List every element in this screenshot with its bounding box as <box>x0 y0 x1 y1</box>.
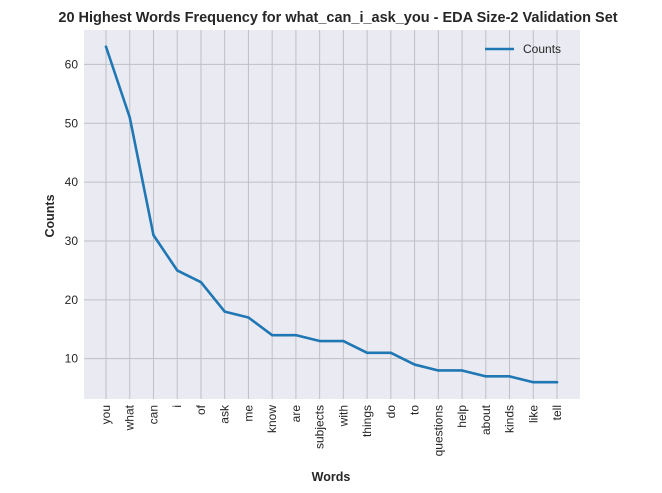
data-point <box>365 351 369 355</box>
x-axis-ticks: you what can i of ask me know are subjects with thi… <box>99 404 564 456</box>
x-tick-label: ask <box>218 404 232 424</box>
legend-label: Counts <box>523 42 561 56</box>
x-axis-label: Words <box>312 470 351 484</box>
data-point <box>342 339 345 343</box>
data-point <box>413 363 416 366</box>
data-point <box>223 310 226 313</box>
y-tick-label: 10 <box>65 352 79 366</box>
data-point <box>318 339 321 343</box>
y-axis-ticks: 10 20 30 40 50 60 <box>65 57 79 365</box>
data-point <box>484 375 487 378</box>
data-point <box>389 351 393 355</box>
data-point <box>128 116 131 119</box>
x-tick-label: kinds <box>503 405 517 433</box>
y-tick-label: 20 <box>65 293 79 307</box>
y-tick-label: 40 <box>65 175 79 189</box>
y-tick-label: 30 <box>65 234 79 248</box>
data-point <box>270 333 274 337</box>
x-tick-label: you <box>99 405 113 424</box>
x-tick-label: i <box>170 405 184 408</box>
x-tick-label: me <box>241 405 255 422</box>
data-point <box>460 369 464 372</box>
y-tick-label: 50 <box>65 116 79 130</box>
x-tick-label: know <box>265 405 279 433</box>
x-tick-label: like <box>526 405 540 423</box>
data-point <box>152 233 155 237</box>
data-point <box>532 381 535 384</box>
x-tick-label: can <box>146 405 160 424</box>
plot-area <box>84 30 580 399</box>
x-tick-label: about <box>479 404 493 435</box>
data-point <box>176 269 179 272</box>
data-point <box>247 316 250 319</box>
x-tick-label: questions <box>431 405 445 456</box>
data-point <box>508 375 511 378</box>
x-tick-label: to <box>408 405 422 415</box>
x-tick-label: things <box>360 405 374 437</box>
x-tick-label: what <box>123 404 137 431</box>
x-tick-label: tell <box>550 405 564 420</box>
y-axis-label: Counts <box>43 194 57 237</box>
series-group <box>104 45 559 384</box>
x-tick-label: do <box>384 405 398 419</box>
data-point <box>294 333 298 337</box>
x-tick-label: are <box>289 405 303 423</box>
chart-title: 20 Highest Words Frequency for what_can_… <box>58 10 617 26</box>
data-point <box>437 369 440 372</box>
x-tick-label: subjects <box>313 405 327 449</box>
data-point <box>555 381 559 384</box>
y-tick-label: 60 <box>65 57 79 71</box>
series-line-counts <box>104 45 559 384</box>
data-point <box>104 45 108 48</box>
legend: Counts <box>485 42 561 56</box>
x-tick-label: help <box>455 405 469 428</box>
grid-lines <box>84 30 580 399</box>
x-tick-label: with <box>336 405 350 427</box>
data-point <box>199 280 203 284</box>
x-tick-label: of <box>194 404 208 415</box>
